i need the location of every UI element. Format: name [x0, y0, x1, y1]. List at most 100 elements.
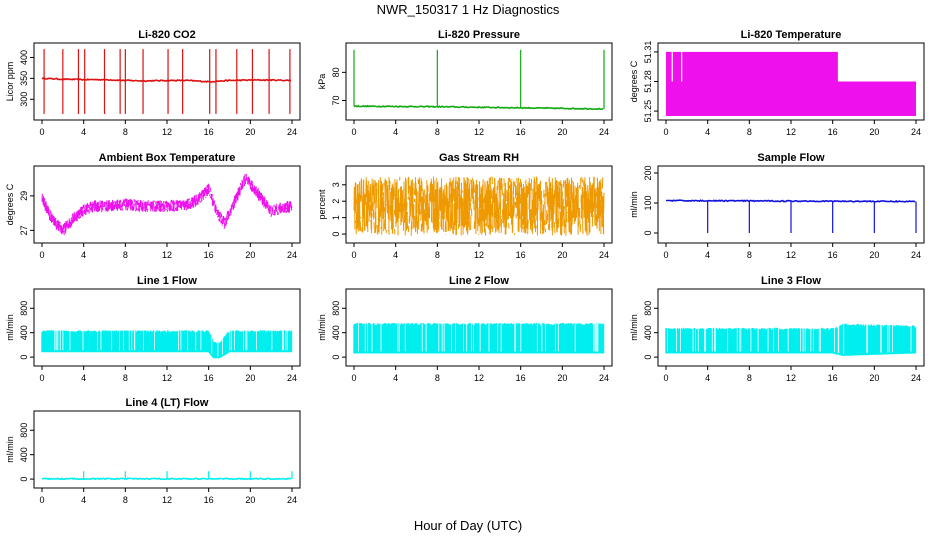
y-axis-label: ml/min [5, 436, 15, 463]
x-tick-label: 4 [81, 495, 86, 505]
x-tick-label: 0 [351, 127, 356, 137]
x-tick-label: 4 [81, 373, 86, 383]
x-tick-label: 12 [786, 127, 796, 137]
plot-area [666, 199, 917, 233]
x-axis-title: Hour of Day (UTC) [413, 518, 523, 533]
x-tick-label: 8 [435, 250, 440, 260]
x-tick-label: 24 [599, 127, 609, 137]
y-tick-label: 800 [19, 423, 29, 438]
y-tick-label: 3 [331, 182, 341, 187]
y-tick-label: 29 [19, 191, 29, 201]
x-tick-label: 4 [81, 127, 86, 137]
series-band [353, 322, 605, 354]
x-tick-label: 12 [162, 127, 172, 137]
x-tick-label: 24 [911, 250, 921, 260]
y-tick-label: 0 [331, 355, 341, 360]
x-tick-label: 24 [287, 250, 297, 260]
y-axis-label: ml/min [629, 314, 639, 341]
x-tick-label: 4 [705, 373, 710, 383]
y-tick-label: 400 [643, 325, 653, 340]
x-tick-label: 0 [39, 250, 44, 260]
y-tick-label: 0 [19, 477, 29, 482]
x-tick-label: 20 [245, 495, 255, 505]
plot-area [353, 322, 605, 354]
y-tick-label: 100 [643, 195, 653, 210]
x-tick-label: 12 [786, 250, 796, 260]
series-band [665, 323, 917, 356]
y-tick-label: 0 [331, 232, 341, 237]
x-tick-label: 8 [123, 373, 128, 383]
x-tick-label: 24 [287, 373, 297, 383]
series-line [353, 176, 605, 236]
y-tick-label: 800 [643, 301, 653, 316]
figure-title: NWR_150317 1 Hz Diagnostics [376, 2, 560, 17]
y-tick-label: 70 [331, 96, 341, 106]
x-tick-label: 0 [351, 373, 356, 383]
series-area [666, 51, 916, 116]
y-tick-label: 350 [19, 71, 29, 86]
plot-area [41, 330, 293, 359]
y-tick-label: 80 [331, 67, 341, 77]
x-tick-label: 20 [869, 373, 879, 383]
panel-10: Line 4 (LT) Flow 0 4 8 12 16 20 24 0 400 800 ml/min [5, 397, 301, 505]
x-tick-label: 8 [747, 250, 752, 260]
x-tick-label: 8 [123, 495, 128, 505]
y-axis-label: degrees C [5, 183, 15, 225]
y-tick-label: 400 [19, 50, 29, 65]
panel-8: Line 2 Flow 0 4 8 12 16 20 24 0 400 800 ml/min [317, 275, 613, 383]
y-axis-label: ml/min [629, 191, 639, 218]
panel-4: Ambient Box Temperature 0 4 8 12 16 20 24 27 29 de… [5, 152, 301, 260]
x-tick-label: 12 [474, 250, 484, 260]
x-tick-label: 20 [557, 373, 567, 383]
panel-6: Sample Flow 0 4 8 12 16 20 24 0 100 200 ml/min [629, 152, 925, 260]
y-tick-label: 2 [331, 199, 341, 204]
x-tick-label: 4 [81, 250, 86, 260]
y-axis-label: kPa [317, 74, 327, 90]
x-tick-label: 20 [557, 250, 567, 260]
y-tick-label: 51.31 [643, 41, 653, 64]
x-tick-label: 20 [245, 127, 255, 137]
x-tick-label: 24 [911, 127, 921, 137]
y-tick-label: 300 [19, 92, 29, 107]
x-tick-label: 8 [747, 373, 752, 383]
x-tick-label: 12 [162, 250, 172, 260]
y-tick-label: 800 [19, 301, 29, 316]
x-tick-label: 8 [123, 250, 128, 260]
plot-area [353, 49, 605, 111]
panel-title: Sample Flow [757, 152, 825, 164]
x-tick-label: 16 [516, 127, 526, 137]
x-tick-label: 0 [39, 373, 44, 383]
panel-title: Ambient Box Temperature [99, 152, 236, 164]
plot-area [41, 49, 292, 114]
x-tick-label: 20 [245, 373, 255, 383]
series-line [41, 477, 292, 481]
panel-title: Line 1 Flow [137, 275, 197, 287]
x-tick-label: 0 [663, 373, 668, 383]
y-axis-label: ml/min [317, 314, 327, 341]
panel-title: Line 3 Flow [761, 275, 821, 287]
x-tick-label: 16 [204, 373, 214, 383]
x-tick-label: 12 [474, 127, 484, 137]
y-tick-label: 27 [19, 225, 29, 235]
x-tick-label: 12 [162, 495, 172, 505]
y-tick-label: 800 [331, 301, 341, 316]
panel-title: Line 2 Flow [449, 275, 509, 287]
y-axis-label: percent [317, 189, 327, 220]
panel-9: Line 3 Flow 0 4 8 12 16 20 24 0 400 800 ml/min [629, 275, 925, 383]
x-tick-label: 0 [663, 127, 668, 137]
x-tick-label: 4 [705, 250, 710, 260]
x-tick-label: 20 [557, 127, 567, 137]
x-tick-label: 4 [393, 250, 398, 260]
panel-title: Gas Stream RH [439, 152, 519, 164]
y-axis-label: degrees C [629, 60, 639, 102]
x-tick-label: 16 [828, 250, 838, 260]
x-tick-label: 24 [599, 373, 609, 383]
y-tick-label: 400 [331, 325, 341, 340]
x-tick-label: 4 [705, 127, 710, 137]
x-tick-label: 4 [393, 127, 398, 137]
x-tick-label: 16 [828, 127, 838, 137]
x-tick-label: 4 [393, 373, 398, 383]
y-tick-label: 51.25 [643, 100, 653, 123]
plot-area [665, 323, 917, 356]
